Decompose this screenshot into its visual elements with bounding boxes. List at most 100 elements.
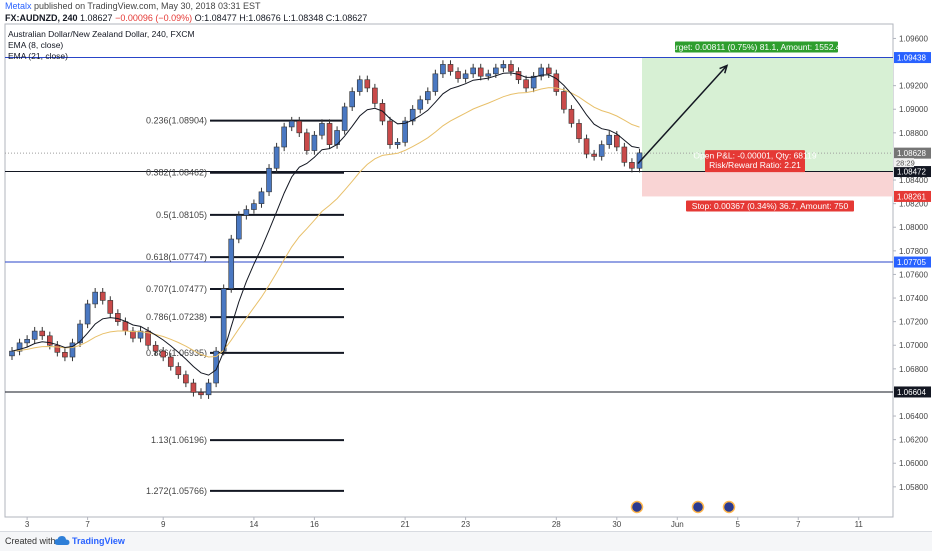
candle-body	[167, 356, 174, 367]
candle-body	[606, 134, 613, 145]
chart-header: Metalx published on TradingView.com, May…	[0, 0, 932, 24]
y-tick-label: 1.07400	[899, 294, 928, 303]
fib-level-label: 1.13(1.06196)	[151, 435, 207, 445]
x-tick-label: 9	[161, 520, 166, 529]
tradingview-cloud-icon	[54, 536, 70, 545]
fib-level-label: 0.707(1.07477)	[146, 284, 207, 294]
price-badge-bg	[894, 190, 931, 202]
price-chart[interactable]: 0.236(1.08904) 0.382(1.08462) 0.5(1.08105)…	[0, 0, 932, 531]
candle-body	[432, 73, 439, 92]
price-badge-bg	[894, 386, 931, 398]
tradingview-brand[interactable]: TradingView	[72, 536, 125, 546]
candle-body	[152, 344, 159, 352]
candle-body	[455, 71, 461, 79]
chart-title: Australian Dollar/New Zealand Dollar, 24…	[8, 29, 195, 39]
candle-body	[220, 288, 227, 352]
x-tick-label: 11	[855, 520, 864, 529]
ema-21-line	[11, 87, 640, 358]
price-badge-label: 1.08261	[897, 192, 926, 201]
candle-body	[409, 108, 416, 122]
x-tick-label: 7	[85, 520, 90, 529]
candle-body	[296, 120, 303, 134]
open-pl-label-bg	[705, 150, 805, 173]
candle-body	[39, 330, 46, 337]
y-tick-label: 1.07600	[899, 270, 928, 279]
price-badge-label: 1.06604	[897, 388, 926, 397]
fib-level-label: 0.236(1.08904)	[146, 116, 207, 126]
price-badge-label: 1.09438	[897, 54, 926, 63]
candle-body	[54, 344, 61, 353]
x-tick-label: 28	[552, 520, 561, 529]
candle-body	[583, 138, 590, 155]
candle-body	[236, 215, 242, 240]
price-badge-label: 1.07705	[897, 258, 926, 267]
y-tick-label: 1.05800	[899, 483, 928, 492]
candle-body	[77, 323, 83, 344]
candle-body	[130, 330, 136, 339]
y-tick-label: 1.08200	[899, 200, 928, 209]
candle-body	[621, 146, 628, 163]
candle-body	[288, 120, 295, 128]
last-price: 1.08627	[80, 13, 113, 23]
candle-body	[598, 144, 605, 157]
open-pl-label: Open P&L: -0.00001, Qty: 68119	[693, 151, 816, 161]
candle-body	[568, 108, 575, 124]
candle-body	[447, 64, 454, 72]
fib-level-label: 0.886(1.06935)	[146, 348, 207, 358]
candle-body	[115, 313, 121, 322]
candle-body	[591, 153, 597, 157]
candle-body	[228, 238, 235, 289]
x-tick-label: 21	[401, 520, 410, 529]
price-badge-label: 1.08472	[897, 168, 926, 177]
candle-body	[213, 350, 219, 384]
candle-body	[545, 67, 552, 75]
ema-8-line	[11, 72, 640, 376]
candle-body	[31, 330, 38, 340]
price-badge-label: 1.08628	[897, 149, 926, 158]
y-tick-label: 1.06400	[899, 412, 928, 421]
candle-body	[198, 392, 204, 396]
candle-body	[613, 134, 620, 148]
candle-body	[394, 141, 401, 145]
symbol-line: FX:AUDNZD, 240 1.08627 −0.00096 (−0.09%)…	[5, 13, 367, 23]
candle-body	[553, 73, 560, 92]
ohlc-values: O:1.08477 H:1.08676 L:1.08348 C:1.08627	[194, 13, 368, 23]
y-tick-label: 1.08000	[899, 223, 928, 232]
price-badge-bg	[894, 166, 931, 178]
x-tick-label: Jun	[671, 520, 684, 529]
candles-group	[9, 60, 643, 399]
candle-body	[319, 123, 325, 136]
price-badge-bg	[894, 147, 931, 159]
economic-event-icon	[691, 500, 705, 514]
author-link[interactable]: Metalx	[5, 1, 32, 11]
y-tick-label: 1.09000	[899, 105, 928, 114]
candle-body	[356, 79, 363, 92]
candle-body	[137, 330, 144, 339]
x-tick-label: 14	[249, 520, 258, 529]
price-change: −0.00096 (−0.09%)	[115, 13, 193, 23]
candle-body	[24, 339, 30, 344]
candle-body	[190, 382, 197, 393]
candle-body	[16, 342, 23, 352]
candle-body	[402, 120, 408, 143]
y-tick-label: 1.06000	[899, 459, 928, 468]
candle-body	[205, 382, 212, 396]
target-arrow-head	[719, 64, 729, 74]
candle-body	[84, 303, 91, 325]
candle-body	[424, 91, 431, 101]
fib-level-label: 0.618(1.07747)	[146, 252, 207, 262]
x-tick-label: 5	[736, 520, 741, 529]
ema-8-legend: EMA (8, close)	[8, 40, 63, 50]
y-tick-label: 1.08800	[899, 129, 928, 138]
fib-level-label: 1.272(1.05766)	[146, 486, 207, 496]
fib-level-label: 0.786(1.07238)	[146, 312, 207, 322]
candle-body	[636, 152, 643, 169]
y-tick-label: 1.07000	[899, 341, 928, 350]
ema-21-legend: EMA (21, close)	[8, 51, 68, 61]
y-tick-label: 1.08400	[899, 176, 928, 185]
candle-body	[183, 374, 189, 384]
loss-zone	[642, 171, 893, 197]
published-text: published on TradingView.com, May 30, 20…	[34, 1, 261, 11]
candle-body	[364, 79, 371, 89]
candle-body	[281, 126, 287, 148]
